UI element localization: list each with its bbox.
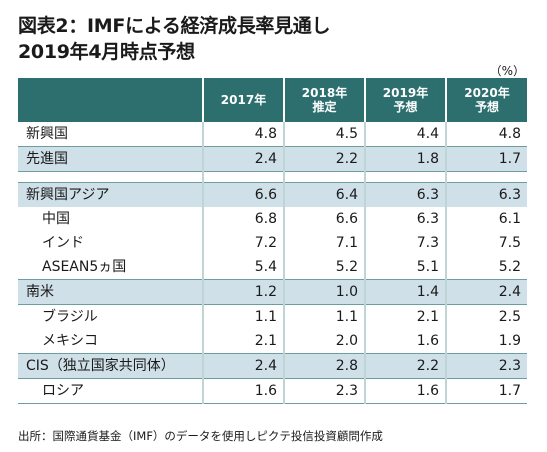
source-note: 出所：国際通貨基金（IMF）のデータを使用しピクテ投信投資顧問作成 bbox=[18, 429, 383, 443]
cell-value: 7.3 bbox=[364, 231, 446, 255]
header-2020: 2020年 予想 bbox=[445, 78, 527, 122]
cell-value: 2.5 bbox=[445, 304, 527, 329]
row-name: 中国 bbox=[42, 211, 70, 227]
cell-value: 2.2 bbox=[283, 146, 365, 172]
growth-forecast-table: 2017年 2018年 推定 2019年 予想 2020年 予想 新興国 4.8 4.… bbox=[18, 78, 527, 404]
table-row-china: 中国 6.8 6.6 6.3 6.1 bbox=[18, 207, 527, 231]
header-blank bbox=[18, 78, 203, 122]
cell-value: 1.6 bbox=[202, 378, 284, 404]
cell-value: 5.4 bbox=[202, 255, 284, 280]
row-spacer bbox=[18, 171, 527, 183]
cell-value: 2.8 bbox=[283, 353, 365, 379]
cell-value: 6.6 bbox=[283, 207, 365, 231]
cell-value: 6.3 bbox=[445, 182, 527, 207]
cell-value: 1.4 bbox=[364, 279, 446, 305]
cell-value: 1.7 bbox=[445, 378, 527, 404]
table-row-advanced: 先進国 2.4 2.2 1.8 1.7 bbox=[18, 146, 527, 172]
cell-value: 1.7 bbox=[445, 146, 527, 172]
chart-subtitle: 2019年4月時点予想 bbox=[18, 41, 195, 63]
cell-value: 1.1 bbox=[283, 304, 365, 329]
cell-value: 7.1 bbox=[283, 231, 365, 255]
cell-value: 6.8 bbox=[202, 207, 284, 231]
cell-value: 1.6 bbox=[364, 378, 446, 404]
cell-value: 7.5 bbox=[445, 231, 527, 255]
table-row-cis: CIS（独立国家共同体） 2.4 2.8 2.2 2.3 bbox=[18, 353, 527, 379]
cell-value: 1.8 bbox=[364, 146, 446, 172]
cell-value: 5.2 bbox=[283, 255, 365, 280]
cell-value: 1.9 bbox=[445, 329, 527, 354]
table-row-emerging: 新興国 4.8 4.5 4.4 4.8 bbox=[18, 122, 527, 147]
header-2017: 2017年 bbox=[202, 78, 284, 122]
cell-value: 1.1 bbox=[202, 304, 284, 329]
cell-value: 5.1 bbox=[364, 255, 446, 280]
cell-value: 7.2 bbox=[202, 231, 284, 255]
header-2018: 2018年 推定 bbox=[283, 78, 365, 122]
cell-value: 1.6 bbox=[364, 329, 446, 354]
row-name: 新興国 bbox=[26, 126, 68, 142]
row-name: ASEAN5ヵ国 bbox=[42, 259, 127, 275]
table-row-russia: ロシア 1.6 2.3 1.6 1.7 bbox=[18, 378, 527, 404]
table-row-mexico: メキシコ 2.1 2.0 1.6 1.9 bbox=[18, 329, 527, 354]
row-name: ロシア bbox=[18, 378, 203, 404]
table-row-south-america: 南米 1.2 1.0 1.4 2.4 bbox=[18, 279, 527, 305]
cell-value: 2.1 bbox=[202, 329, 284, 354]
row-name: 南米 bbox=[18, 279, 203, 305]
chart-title: 図表2：IMFによる経済成長率見通し bbox=[18, 15, 331, 37]
table-row-brazil: ブラジル 1.1 1.1 2.1 2.5 bbox=[18, 304, 527, 329]
cell-value: 2.4 bbox=[202, 353, 284, 379]
cell-value: 6.3 bbox=[364, 207, 446, 231]
header-2019: 2019年 予想 bbox=[364, 78, 446, 122]
table-row-emerging-asia: 新興国アジア 6.6 6.4 6.3 6.3 bbox=[18, 182, 527, 207]
cell-value: 2.4 bbox=[202, 146, 284, 172]
row-name: CIS（独立国家共同体） bbox=[18, 353, 203, 379]
cell-value: 4.5 bbox=[283, 122, 365, 147]
cell-value: 4.8 bbox=[445, 122, 527, 147]
cell-value: 2.0 bbox=[283, 329, 365, 354]
cell-value: 1.2 bbox=[202, 279, 284, 305]
cell-value: 4.4 bbox=[364, 122, 446, 147]
cell-value: 2.3 bbox=[445, 353, 527, 379]
cell-value: 6.6 bbox=[202, 182, 284, 207]
cell-value: 2.2 bbox=[364, 353, 446, 379]
cell-value: 1.0 bbox=[283, 279, 365, 305]
row-name: メキシコ bbox=[42, 333, 98, 349]
cell-value: 6.1 bbox=[445, 207, 527, 231]
cell-value: 2.1 bbox=[364, 304, 446, 329]
row-name: インド bbox=[42, 235, 84, 251]
cell-value: 2.4 bbox=[445, 279, 527, 305]
table-header-row: 2017年 2018年 推定 2019年 予想 2020年 予想 bbox=[18, 78, 527, 122]
row-name: 新興国アジア bbox=[18, 182, 203, 207]
cell-value: 5.2 bbox=[445, 255, 527, 280]
cell-value: 2.3 bbox=[283, 378, 365, 404]
cell-value: 6.4 bbox=[283, 182, 365, 207]
row-name: ブラジル bbox=[42, 309, 98, 325]
table-row-asean5: ASEAN5ヵ国 5.4 5.2 5.1 5.2 bbox=[18, 255, 527, 280]
cell-value: 6.3 bbox=[364, 182, 446, 207]
table-row-india: インド 7.2 7.1 7.3 7.5 bbox=[18, 231, 527, 255]
unit-label: （%） bbox=[489, 64, 525, 78]
row-name: 先進国 bbox=[18, 146, 203, 172]
cell-value: 4.8 bbox=[202, 122, 284, 147]
